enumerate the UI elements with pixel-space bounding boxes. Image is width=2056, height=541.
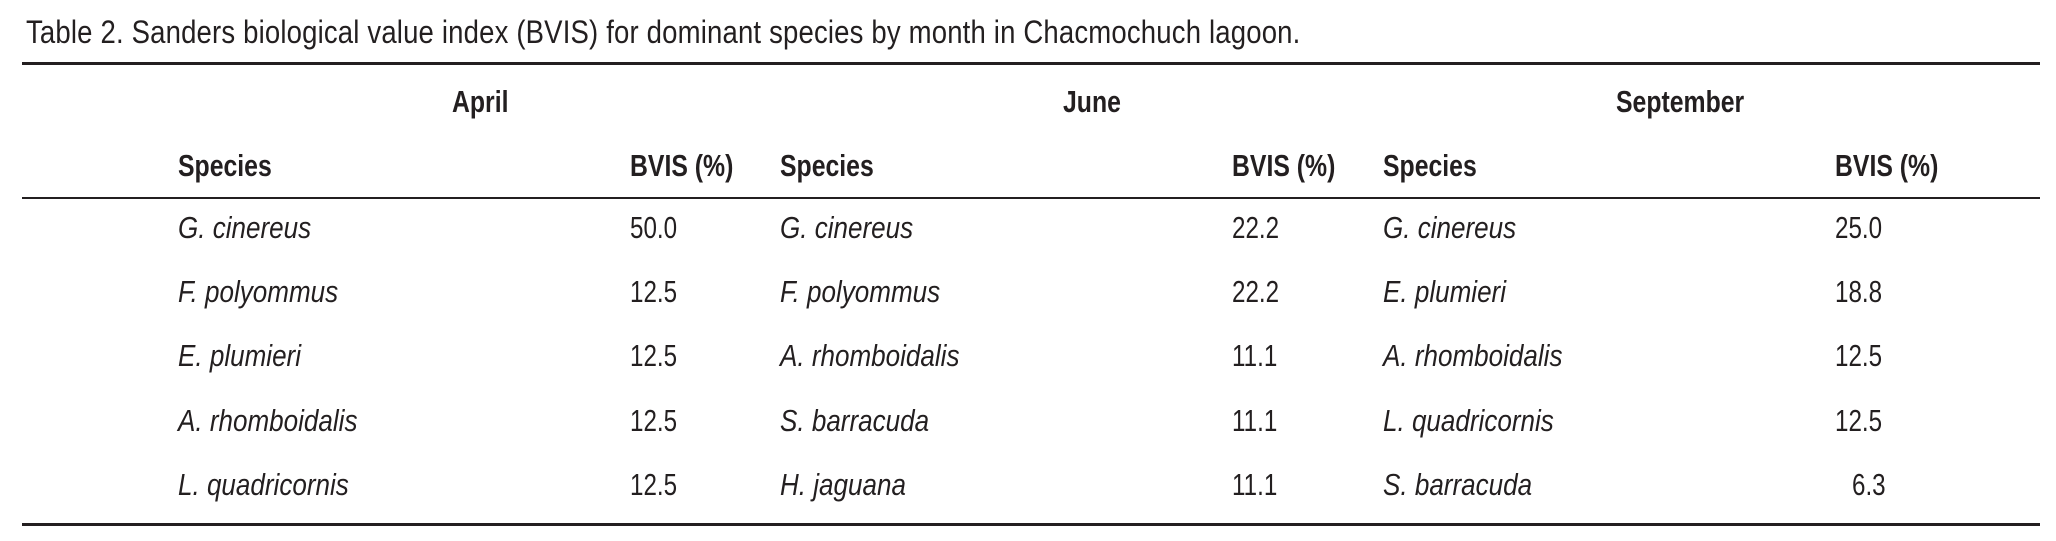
cell-bvis: 12.5	[630, 403, 678, 438]
cell-bvis: 11.1	[1232, 403, 1278, 438]
table-caption: Table 2. Sanders biological value index …	[26, 14, 1301, 50]
cell-bvis: 18.8	[1835, 274, 1883, 309]
cell-bvis: 12.5	[630, 274, 678, 309]
cell-species: L. quadricornis	[1383, 403, 1554, 438]
col-header-bvis-september: BVIS (%)	[1835, 148, 1939, 183]
cell-species: L. quadricornis	[178, 467, 349, 502]
cell-bvis: 12.5	[1835, 338, 1883, 373]
cell-bvis: 22.2	[1232, 274, 1280, 309]
header-rule	[22, 197, 2040, 199]
bottom-rule	[22, 523, 2040, 526]
cell-bvis: 12.5	[630, 338, 678, 373]
cell-bvis: 11.1	[1232, 338, 1278, 373]
month-header-september: September	[1616, 84, 1745, 119]
cell-bvis: 50.0	[630, 210, 678, 245]
month-header-june: June	[1063, 84, 1121, 119]
cell-species: S. barracuda	[780, 403, 930, 438]
cell-species: A. rhomboidalis	[1383, 338, 1563, 373]
cell-bvis: 11.1	[1232, 467, 1278, 502]
top-rule	[22, 62, 2040, 65]
cell-species: F. polyommus	[780, 274, 941, 309]
cell-species: E. plumieri	[1383, 274, 1507, 309]
cell-species: E. plumieri	[178, 338, 302, 373]
col-header-bvis-april: BVIS (%)	[630, 148, 734, 183]
cell-species: G. cinereus	[178, 210, 312, 245]
col-header-bvis-june: BVIS (%)	[1232, 148, 1336, 183]
month-header-april: April	[452, 84, 509, 119]
col-header-species-june: Species	[780, 148, 874, 183]
cell-bvis: 22.2	[1232, 210, 1280, 245]
col-header-species-september: Species	[1383, 148, 1477, 183]
cell-bvis: 6.3	[1852, 467, 1886, 502]
cell-species: G. cinereus	[780, 210, 914, 245]
cell-species: H. jaguana	[780, 467, 906, 502]
cell-species: S. barracuda	[1383, 467, 1533, 502]
cell-species: G. cinereus	[1383, 210, 1517, 245]
cell-species: A. rhomboidalis	[178, 403, 358, 438]
cell-bvis: 12.5	[1835, 403, 1883, 438]
cell-bvis: 12.5	[630, 467, 678, 502]
cell-species: F. polyommus	[178, 274, 339, 309]
cell-species: A. rhomboidalis	[780, 338, 960, 373]
col-header-species-april: Species	[178, 148, 272, 183]
cell-bvis: 25.0	[1835, 210, 1883, 245]
